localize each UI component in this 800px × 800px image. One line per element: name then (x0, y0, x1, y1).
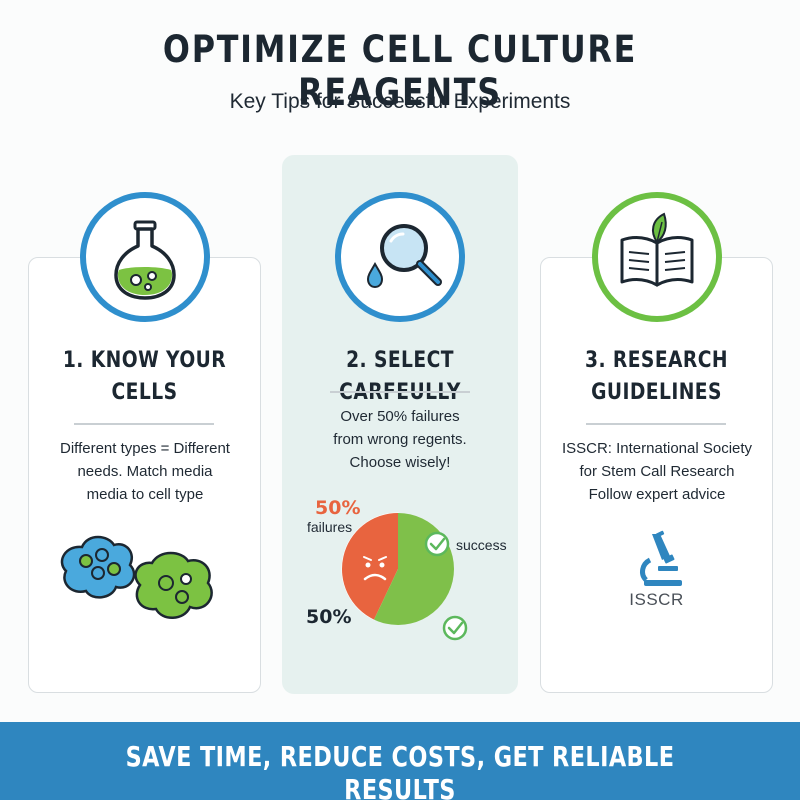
body-line: Follow expert advice (588, 486, 726, 503)
body-line: Choose wisely! (349, 454, 451, 471)
cells-illustration (60, 535, 213, 619)
failures-label: failures (307, 519, 353, 535)
tip-body-know-cells: Different types = Different needs. Match… (34, 437, 256, 506)
tip-card-know-cells (28, 257, 261, 693)
heading-line: 2. SELECT CARFEULLY (339, 348, 461, 405)
open-book-leaf-icon (620, 212, 694, 287)
divider (330, 391, 470, 393)
heading-line: 1. KNOW YOUR (62, 348, 227, 373)
page-title: OPTIMIZE CELL CULTURE REAGENTS (162, 28, 638, 114)
failure-success-pie (341, 512, 468, 641)
sad-face-icon (363, 556, 387, 581)
success-percent-label: 50% (306, 606, 352, 628)
tip-heading-select-carefully: 2. SELECT CARFEULLY (282, 345, 518, 409)
check-circle-icon (424, 531, 450, 557)
body-line: media to cell type (86, 486, 204, 503)
body-line: ISSCR: International Society (561, 440, 753, 457)
blue-cell-icon (60, 535, 136, 599)
tip-heading-know-cells: 1. KNOW YOUR CELLS (28, 345, 261, 409)
failure-percent-label: 50% (315, 497, 361, 519)
check-circle-icon (442, 615, 468, 641)
banner-label: SAVE TIME, REDUCE COSTS, GET RELIABLE RE… (125, 740, 675, 800)
microscope-icon (640, 530, 682, 586)
tip-card-research-guidelines (540, 257, 773, 693)
tip-body-research-guidelines: ISSCR: International Society for Stem Ca… (546, 437, 768, 506)
heading-line: CELLS (111, 380, 178, 405)
flask-icon-badge (80, 192, 210, 322)
green-cell-icon (134, 551, 213, 619)
divider (74, 423, 214, 425)
body-line: Different types = Different (60, 440, 230, 457)
body-line: from wrong regents. (333, 431, 467, 448)
body-line: for Stem Call Research (579, 463, 735, 480)
book-icon-badge (592, 192, 722, 322)
tip-body-select-carefully: Over 50% failures from wrong regents. Ch… (288, 405, 512, 474)
body-line: needs. Match media (77, 463, 213, 480)
magnifier-icon-badge (335, 192, 465, 322)
body-line: Over 50% failures (340, 408, 460, 425)
heading-line: 3. RESEARCH (585, 348, 728, 373)
isscr-logo-text: ISSCR (629, 590, 684, 609)
footer-banner (0, 722, 800, 800)
flask-icon (114, 220, 176, 300)
divider (586, 423, 726, 425)
magnifier-droplet-icon (366, 224, 442, 289)
page-subtitle: Key Tips for Successful Experiments (229, 90, 571, 113)
success-label: success (456, 537, 507, 553)
footer-banner-text: SAVE TIME, REDUCE COSTS, GET RELIABLE RE… (0, 740, 800, 800)
tip-heading-research-guidelines: 3. RESEARCH GUIDELINES (540, 345, 773, 409)
heading-line: GUIDELINES (591, 380, 722, 405)
